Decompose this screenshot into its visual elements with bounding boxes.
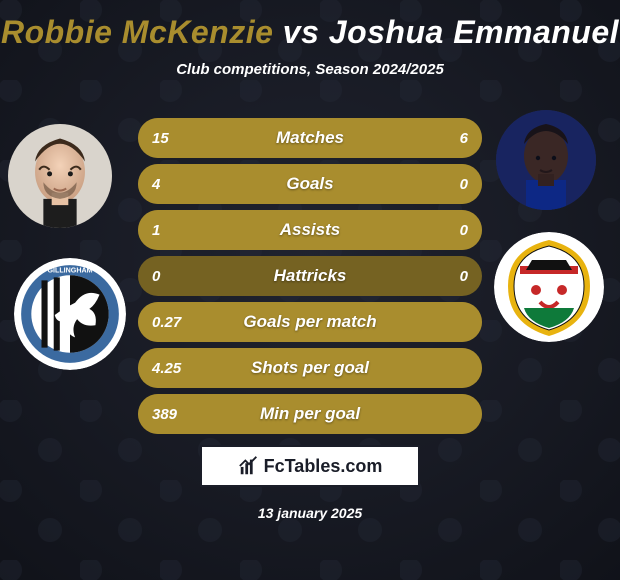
subtitle: Club competitions, Season 2024/2025 (0, 61, 620, 78)
stat-row: Matches15 6 (138, 118, 482, 158)
stat-label: Matches (138, 118, 482, 158)
stat-value-right (454, 348, 482, 388)
stat-row: Hattricks0 0 (138, 256, 482, 296)
club-right-logo (494, 232, 604, 342)
stat-value-left: 15 (138, 118, 183, 158)
stat-value-left: 0.27 (138, 302, 195, 342)
fctables-text: FcTables.com (264, 456, 383, 477)
stat-value-left: 4.25 (138, 348, 195, 388)
stat-value-right (454, 302, 482, 342)
stat-value-left: 1 (138, 210, 174, 250)
stat-row: Min per goal389 (138, 394, 482, 434)
chart-icon (238, 455, 260, 477)
player-left-avatar (8, 124, 112, 228)
stat-value-right (454, 394, 482, 434)
stat-row: Goals per match0.27 (138, 302, 482, 342)
comparison-title: Robbie McKenzie vs Joshua Emmanuel (0, 0, 620, 51)
stat-label: Assists (138, 210, 482, 250)
stat-value-left: 4 (138, 164, 174, 204)
stat-row: Goals4 0 (138, 164, 482, 204)
stat-row: Shots per goal4.25 (138, 348, 482, 388)
date: 13 january 2025 (0, 505, 620, 521)
stat-value-right: 6 (446, 118, 482, 158)
fctables-logo: FcTables.com (200, 445, 420, 487)
stat-value-right: 0 (446, 210, 482, 250)
stats-bars: Matches156Goals40Assists10Hattricks00Goa… (138, 118, 482, 440)
title-right-name: Joshua Emmanuel (329, 14, 619, 50)
player-right-avatar (496, 110, 596, 210)
stat-label: Goals (138, 164, 482, 204)
title-left-name: Robbie McKenzie (1, 14, 273, 50)
club-left-logo: GILLINGHAM (14, 258, 126, 370)
stat-value-right: 0 (446, 256, 482, 296)
svg-text:GILLINGHAM: GILLINGHAM (47, 266, 92, 274)
stat-value-left: 389 (138, 394, 191, 434)
title-vs: vs (273, 14, 328, 50)
stat-label: Hattricks (138, 256, 482, 296)
stat-value-left: 0 (138, 256, 174, 296)
stat-row: Assists1 0 (138, 210, 482, 250)
stat-value-right: 0 (446, 164, 482, 204)
